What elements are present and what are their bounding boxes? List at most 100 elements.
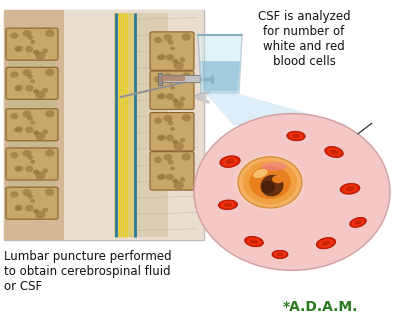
FancyBboxPatch shape	[6, 67, 58, 99]
Circle shape	[14, 46, 21, 52]
Ellipse shape	[330, 149, 338, 155]
Circle shape	[174, 61, 184, 69]
Circle shape	[27, 74, 33, 79]
Bar	[158, 73, 162, 85]
Circle shape	[166, 93, 174, 100]
Circle shape	[33, 209, 39, 213]
Ellipse shape	[226, 159, 234, 164]
Ellipse shape	[287, 131, 305, 141]
Circle shape	[14, 205, 21, 211]
Circle shape	[172, 59, 178, 64]
Circle shape	[173, 179, 178, 183]
FancyBboxPatch shape	[150, 71, 194, 109]
Circle shape	[22, 189, 32, 196]
Circle shape	[35, 52, 46, 60]
Circle shape	[164, 115, 172, 122]
Circle shape	[22, 69, 32, 76]
Polygon shape	[205, 93, 351, 125]
Circle shape	[158, 93, 166, 99]
Circle shape	[35, 210, 46, 219]
Circle shape	[14, 85, 21, 91]
Circle shape	[16, 205, 23, 211]
Circle shape	[10, 152, 18, 159]
Ellipse shape	[340, 183, 360, 194]
Circle shape	[35, 132, 46, 140]
Bar	[4, 10, 64, 240]
Circle shape	[42, 208, 48, 212]
Circle shape	[22, 150, 32, 157]
Ellipse shape	[327, 148, 341, 156]
Circle shape	[25, 126, 33, 133]
Bar	[161, 76, 185, 81]
Circle shape	[30, 79, 35, 83]
Bar	[114, 13, 136, 237]
Circle shape	[182, 153, 191, 161]
Circle shape	[168, 40, 174, 45]
Ellipse shape	[261, 162, 287, 171]
Circle shape	[173, 98, 178, 102]
Circle shape	[168, 79, 174, 84]
Circle shape	[158, 54, 166, 60]
Ellipse shape	[289, 132, 303, 140]
Circle shape	[170, 46, 175, 50]
Circle shape	[27, 155, 33, 160]
Circle shape	[16, 165, 23, 172]
Circle shape	[182, 114, 191, 121]
Circle shape	[157, 94, 164, 99]
Bar	[64, 10, 204, 240]
Ellipse shape	[221, 201, 235, 208]
Circle shape	[35, 91, 46, 99]
Circle shape	[45, 68, 55, 76]
Circle shape	[174, 142, 184, 150]
Circle shape	[174, 100, 184, 109]
Circle shape	[10, 71, 18, 78]
Circle shape	[194, 114, 390, 270]
Circle shape	[238, 157, 302, 208]
Text: Lumbar puncture performed
to obtain cerebrospinal fluid
or CSF: Lumbar puncture performed to obtain cere…	[4, 250, 172, 292]
Circle shape	[14, 166, 21, 172]
Circle shape	[35, 171, 46, 180]
Circle shape	[42, 88, 48, 92]
Circle shape	[170, 85, 175, 90]
Circle shape	[25, 166, 33, 172]
Ellipse shape	[342, 185, 358, 193]
Circle shape	[168, 121, 174, 125]
Ellipse shape	[274, 251, 286, 258]
Circle shape	[22, 30, 32, 37]
Bar	[8, 100, 56, 108]
Bar	[8, 140, 56, 148]
Circle shape	[30, 160, 35, 164]
Text: *A.D.A.M.: *A.D.A.M.	[282, 300, 358, 314]
Ellipse shape	[224, 203, 232, 207]
Ellipse shape	[350, 217, 366, 228]
Circle shape	[173, 59, 178, 63]
Circle shape	[45, 110, 55, 117]
Circle shape	[34, 89, 39, 93]
Circle shape	[25, 205, 33, 212]
Circle shape	[33, 89, 39, 94]
Circle shape	[22, 111, 32, 118]
Circle shape	[172, 140, 178, 144]
Circle shape	[30, 40, 35, 44]
Circle shape	[158, 134, 166, 141]
Circle shape	[154, 156, 162, 163]
Circle shape	[154, 37, 162, 43]
Ellipse shape	[261, 175, 283, 196]
Circle shape	[16, 126, 23, 132]
Ellipse shape	[222, 157, 238, 166]
Circle shape	[180, 97, 186, 101]
Ellipse shape	[354, 220, 362, 225]
Circle shape	[27, 35, 33, 40]
FancyBboxPatch shape	[6, 148, 58, 180]
Ellipse shape	[253, 169, 268, 178]
Circle shape	[16, 85, 23, 91]
Circle shape	[168, 160, 174, 165]
Circle shape	[34, 170, 39, 174]
FancyBboxPatch shape	[6, 187, 58, 219]
Circle shape	[16, 46, 23, 52]
Circle shape	[34, 209, 39, 213]
Text: CSF is analyzed
for number of
white and red
blood cells: CSF is analyzed for number of white and …	[258, 10, 350, 68]
Ellipse shape	[261, 181, 275, 194]
Ellipse shape	[325, 147, 343, 157]
Bar	[4, 10, 204, 240]
